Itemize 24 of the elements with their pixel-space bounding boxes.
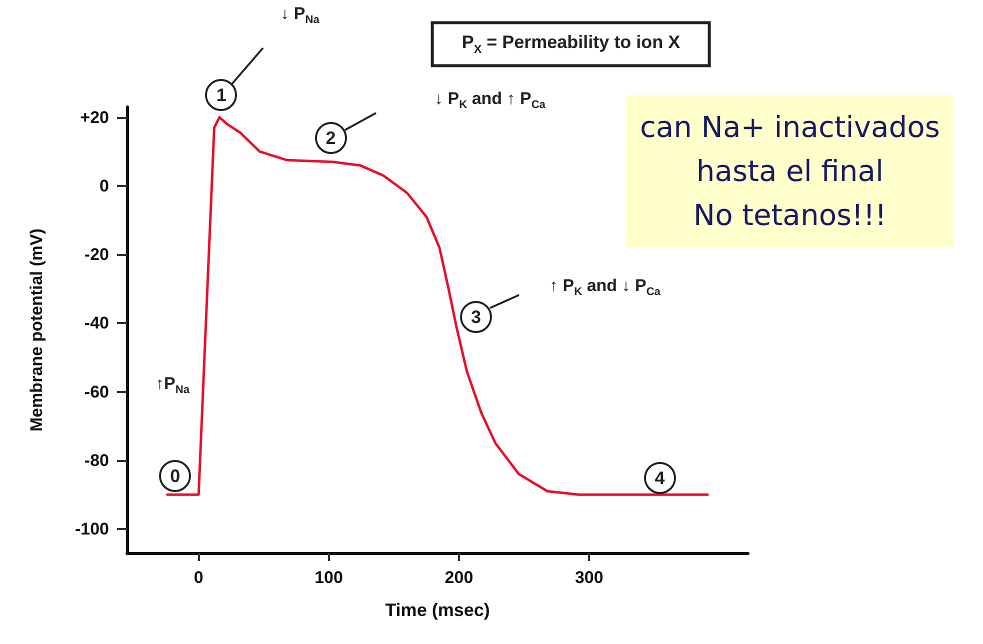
y-tick-label: -20 (84, 245, 109, 264)
y-tick-label: -40 (84, 314, 109, 333)
x-tick-label: 300 (574, 568, 604, 587)
annotation: ↑P$_{Na}$ (156, 374, 190, 396)
annotation: 4 (644, 462, 676, 494)
x-tick-label: 100 (314, 568, 343, 587)
x-tick-label: 200 (444, 568, 474, 587)
annotation: 3 (460, 301, 492, 334)
annotation: can Na+ inactivados hasta el final No tetanos!!! (626, 95, 954, 247)
text: P$_{X}$ = Permeability to ion X (430, 21, 712, 67)
annotation: 2 (314, 122, 347, 154)
y-tick-label: +20 (80, 108, 109, 127)
y-tick-label: -100 (74, 519, 109, 538)
x-axis-title: Time (msec) (385, 600, 490, 620)
y-tick-label: -60 (84, 382, 109, 402)
annotation: ↑ P$_{K}$ and ↓ P$_{Ca}$ (550, 276, 660, 298)
annotation: ↓ P$_{K}$ and ↑ P$_{Ca}$ (434, 88, 546, 112)
y-tick-label: -80 (84, 450, 109, 470)
x-tick-label: 0 (194, 568, 204, 587)
y-tick-label: 0 (100, 176, 109, 196)
y-axis-title: Membrane potential (mV) (27, 228, 46, 432)
text: ↓ P$_{Na}$ (280, 4, 320, 26)
annotation: 0 (159, 460, 192, 492)
annotation: 1 (205, 79, 238, 112)
